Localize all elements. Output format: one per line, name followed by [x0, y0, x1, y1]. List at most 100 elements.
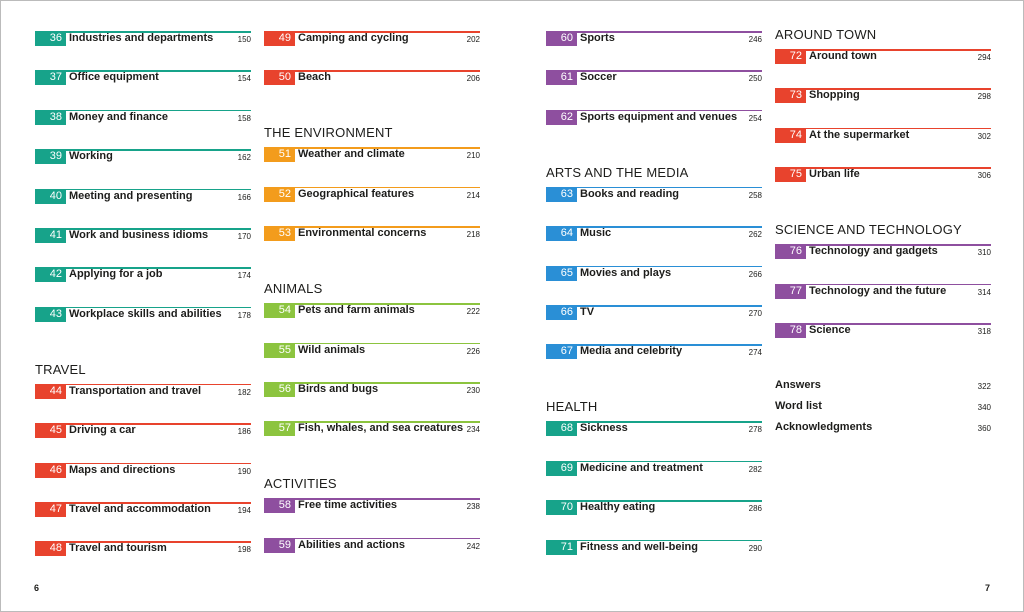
unit-number: 74 [789, 128, 802, 141]
page-number: 206 [466, 74, 480, 84]
page-number: 274 [748, 348, 762, 358]
unit-title: Maps and directions [69, 463, 176, 476]
unit-title: Abilities and actions [298, 538, 405, 551]
unit-number: 68 [560, 422, 573, 435]
entry-rule [546, 344, 762, 346]
entry-rule [35, 306, 251, 309]
unit-title: Industries and departments [69, 32, 214, 44]
entry-rule [546, 460, 762, 463]
page-number: 186 [237, 427, 251, 437]
number-box [35, 383, 66, 399]
number-box [775, 323, 806, 338]
unit-number: 52 [278, 187, 291, 200]
unit-number: 64 [560, 227, 573, 240]
number-box [546, 500, 577, 516]
unit-title: Shopping [809, 89, 860, 102]
number-box [264, 303, 295, 319]
number-box [264, 70, 295, 86]
folio: 6 [34, 583, 40, 593]
number-box [546, 226, 577, 242]
entry-rule [35, 31, 251, 33]
entry-rule [35, 149, 251, 151]
unit-number: 43 [49, 307, 62, 320]
number-box [264, 382, 295, 397]
number-box [264, 186, 295, 202]
unit-title: Birds and bugs [298, 383, 379, 395]
unit-number: 41 [49, 229, 62, 241]
number-box [35, 541, 66, 557]
unit-title: Environmental concerns [298, 227, 427, 240]
entry-rule [264, 70, 480, 72]
unit-title: Working [69, 150, 113, 163]
number-box [264, 537, 295, 553]
entry-rule [546, 31, 762, 33]
number-box [264, 342, 295, 358]
page-number: 194 [237, 506, 251, 515]
unit-title: Around town [809, 50, 877, 62]
unit-title: Movies and plays [580, 266, 672, 279]
number-box [546, 539, 577, 555]
unit-title: Medicine and treatment [580, 461, 703, 474]
section-heading: THE ENVIRONMENT [264, 125, 393, 141]
entry-rule [35, 462, 251, 465]
entry-rule [264, 303, 480, 305]
page-number: 242 [466, 541, 480, 551]
unit-number: 61 [560, 71, 573, 84]
unit-number: 47 [49, 503, 62, 515]
entry-rule [775, 283, 991, 286]
unit-title: Fish, whales, and sea creatures [298, 422, 464, 435]
unit-number: 77 [789, 284, 802, 297]
number-box [775, 167, 806, 183]
entry-rule [35, 267, 251, 269]
unit-number: 51 [278, 148, 291, 161]
unit-title: Healthy eating [580, 501, 656, 514]
unit-number: 78 [789, 324, 802, 336]
number-box [35, 149, 66, 165]
unit-number: 56 [278, 383, 291, 395]
number-box [35, 462, 66, 478]
entry-rule [264, 537, 480, 540]
unit-number: 70 [560, 501, 573, 514]
entry-rule [546, 539, 762, 542]
page-number: 282 [748, 464, 762, 474]
number-box [35, 70, 66, 86]
number-box [264, 31, 295, 46]
unit-title: Wild animals [298, 343, 366, 356]
number-box [546, 70, 577, 86]
section-heading: SCIENCE AND TECHNOLOGY [775, 222, 962, 238]
unit-number: 44 [49, 384, 62, 397]
unit-title: Fitness and well-being [580, 540, 698, 553]
number-box [264, 421, 295, 437]
number-box [35, 267, 66, 283]
entry-rule [35, 228, 251, 230]
page-number: 226 [466, 346, 480, 356]
page-number: 170 [237, 232, 251, 241]
number-box [35, 109, 66, 125]
section-heading: ACTIVITIES [264, 476, 337, 492]
number-box [264, 498, 295, 514]
page-number: 178 [237, 310, 251, 320]
unit-title: Travel and accommodation [69, 503, 211, 515]
page-number: 266 [748, 269, 762, 279]
entry-rule [35, 188, 251, 191]
number-box [775, 127, 806, 143]
unit-title: Work and business idioms [69, 229, 209, 241]
unit-number: 42 [49, 268, 62, 281]
unit-number: 53 [278, 227, 291, 240]
entry-rule [264, 342, 480, 345]
unit-title: Soccer [580, 71, 617, 84]
page-number: 294 [977, 53, 991, 62]
entry-rule [264, 421, 480, 423]
number-box [35, 423, 66, 439]
unit-number: 62 [560, 110, 573, 123]
page-number: 310 [977, 248, 991, 258]
entry-rule [775, 244, 991, 246]
unit-title: Sports [580, 32, 615, 44]
entry-rule [546, 109, 762, 112]
unit-title: Workplace skills and abilities [69, 307, 222, 320]
unit-title: Sickness [580, 422, 628, 435]
entry-rule [546, 265, 762, 268]
unit-title: Beach [298, 71, 332, 84]
back-matter-title: Word list [775, 400, 822, 412]
entry-rule [35, 109, 251, 112]
